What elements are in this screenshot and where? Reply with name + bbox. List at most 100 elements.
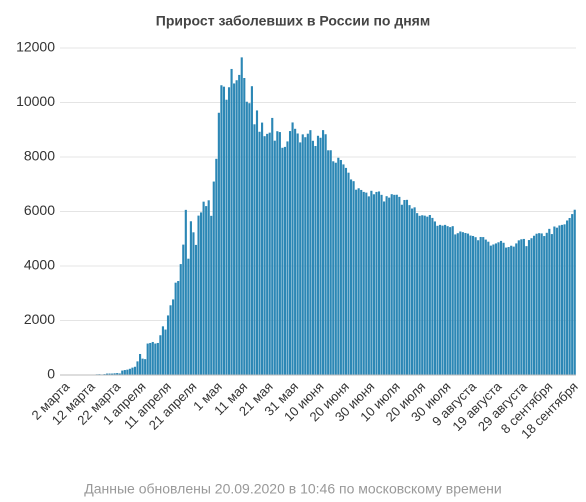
bar bbox=[141, 358, 144, 375]
bar bbox=[337, 157, 340, 375]
bar bbox=[309, 130, 312, 375]
bar bbox=[446, 226, 449, 375]
bar bbox=[248, 103, 251, 375]
chart-title: Прирост заболевших в России по дням bbox=[156, 13, 430, 29]
bar bbox=[444, 224, 447, 375]
bar bbox=[377, 191, 381, 375]
bar bbox=[261, 122, 264, 375]
bar bbox=[360, 189, 363, 375]
bar bbox=[418, 215, 421, 375]
y-tick-label: 12000 bbox=[16, 39, 55, 55]
bar bbox=[520, 239, 523, 375]
bar bbox=[566, 220, 569, 375]
bar bbox=[263, 136, 266, 375]
bar bbox=[550, 234, 553, 375]
bar bbox=[268, 132, 271, 375]
bar bbox=[454, 234, 457, 375]
bar bbox=[474, 237, 477, 375]
bar bbox=[352, 181, 355, 375]
bar bbox=[471, 235, 475, 375]
bar bbox=[499, 240, 503, 375]
bar bbox=[243, 78, 246, 375]
bar bbox=[487, 241, 490, 375]
bar bbox=[113, 373, 116, 375]
bar bbox=[174, 282, 177, 375]
bar bbox=[426, 216, 429, 375]
bar bbox=[545, 232, 548, 375]
bar bbox=[477, 240, 480, 375]
bar bbox=[525, 246, 528, 375]
bar bbox=[131, 367, 134, 375]
bar bbox=[311, 140, 314, 375]
bar bbox=[316, 135, 320, 375]
bar bbox=[380, 194, 383, 375]
bar bbox=[388, 197, 391, 375]
bar bbox=[375, 191, 378, 375]
bar bbox=[283, 146, 287, 375]
bar bbox=[324, 134, 327, 375]
bar bbox=[128, 368, 131, 375]
bar bbox=[349, 179, 353, 375]
bar bbox=[240, 57, 243, 376]
bar bbox=[205, 206, 208, 375]
bar bbox=[385, 196, 388, 375]
bar bbox=[288, 131, 292, 375]
bar bbox=[560, 224, 564, 375]
bar bbox=[553, 226, 556, 375]
bar bbox=[403, 200, 406, 375]
bar bbox=[314, 145, 317, 375]
bar bbox=[332, 161, 335, 375]
y-tick-label: 4000 bbox=[24, 257, 55, 273]
bar bbox=[459, 231, 462, 375]
bar bbox=[505, 247, 508, 375]
bar bbox=[306, 133, 309, 375]
bar bbox=[139, 353, 142, 375]
bar bbox=[456, 233, 459, 375]
bar bbox=[510, 245, 513, 375]
bar bbox=[367, 196, 370, 375]
bar bbox=[464, 232, 467, 375]
bar bbox=[563, 224, 566, 375]
bar bbox=[182, 244, 185, 375]
bar bbox=[151, 341, 154, 375]
bar bbox=[370, 190, 373, 375]
bar bbox=[278, 132, 281, 375]
bar bbox=[441, 225, 444, 375]
bar bbox=[479, 236, 482, 375]
bar bbox=[202, 201, 205, 375]
bar bbox=[362, 191, 365, 375]
bar bbox=[530, 238, 533, 375]
bar bbox=[225, 99, 228, 376]
bar bbox=[276, 131, 279, 375]
bar bbox=[451, 226, 454, 375]
bar bbox=[517, 240, 520, 375]
bar bbox=[357, 188, 360, 375]
bar bbox=[322, 130, 325, 375]
bar bbox=[238, 74, 241, 375]
bar bbox=[245, 101, 248, 375]
bar bbox=[105, 373, 109, 375]
bar bbox=[334, 162, 337, 375]
y-tick-label: 6000 bbox=[24, 202, 55, 218]
bar bbox=[405, 199, 409, 375]
bar bbox=[235, 80, 238, 375]
bar bbox=[527, 240, 531, 375]
bar bbox=[286, 141, 289, 375]
bar bbox=[253, 124, 256, 375]
bar bbox=[230, 68, 233, 375]
bar bbox=[304, 137, 307, 375]
bar bbox=[266, 133, 269, 375]
bar bbox=[179, 264, 182, 375]
bar bbox=[146, 343, 149, 375]
bar bbox=[149, 342, 152, 375]
bar bbox=[347, 172, 350, 375]
bar bbox=[492, 244, 495, 375]
bar bbox=[197, 215, 200, 375]
bar bbox=[502, 242, 505, 375]
bar bbox=[339, 160, 342, 375]
y-tick-label: 10000 bbox=[16, 93, 55, 109]
bar bbox=[538, 233, 541, 375]
bar bbox=[192, 232, 195, 375]
bar bbox=[540, 233, 543, 375]
bar bbox=[159, 335, 162, 375]
